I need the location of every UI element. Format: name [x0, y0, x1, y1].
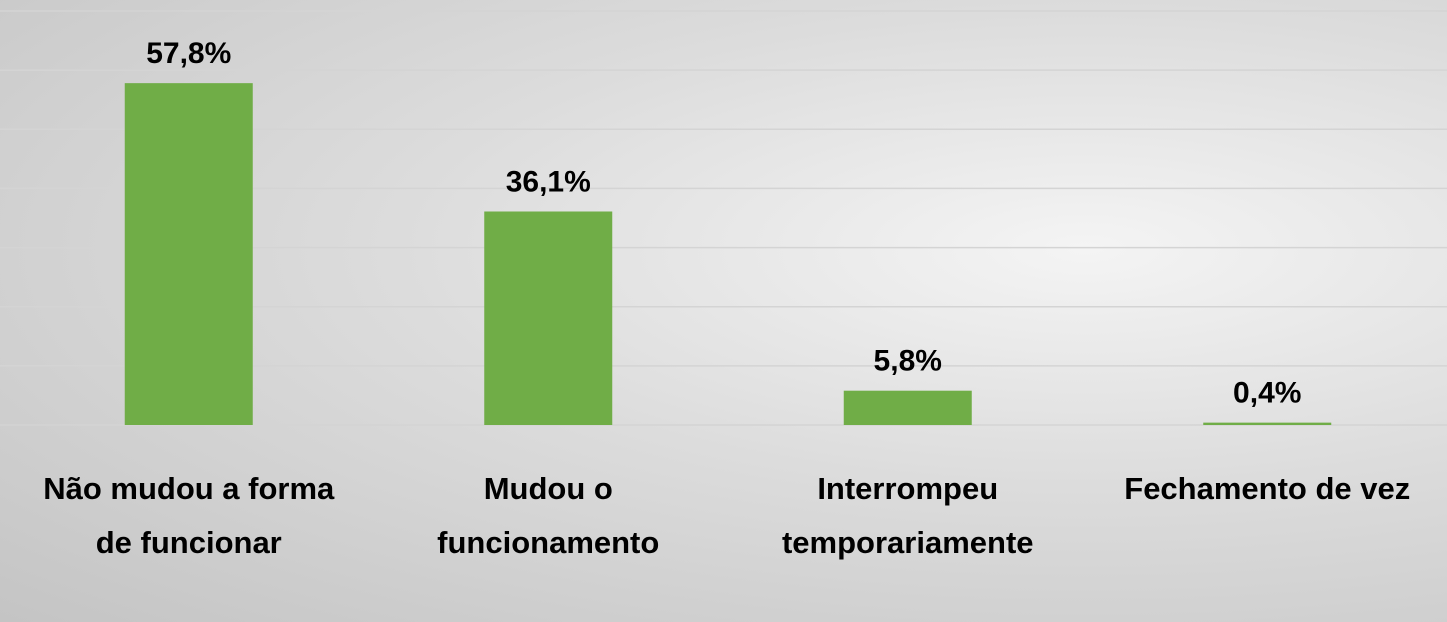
x-tick-label: Fechamento de vez [1124, 471, 1411, 506]
bar [843, 390, 972, 425]
value-label: 36,1% [506, 165, 591, 198]
bar [124, 83, 253, 425]
value-label: 57,8% [146, 37, 231, 70]
value-label: 5,8% [874, 345, 942, 378]
x-tick-label: Não mudou a forma de funcionar [43, 471, 335, 560]
x-tick-label: Mudou o funcionamento [437, 471, 660, 560]
x-tick-label: Interrompeu temporariamente [781, 471, 1034, 560]
value-label: 0,4% [1233, 377, 1301, 410]
bar [1203, 422, 1332, 425]
bar [484, 211, 613, 425]
